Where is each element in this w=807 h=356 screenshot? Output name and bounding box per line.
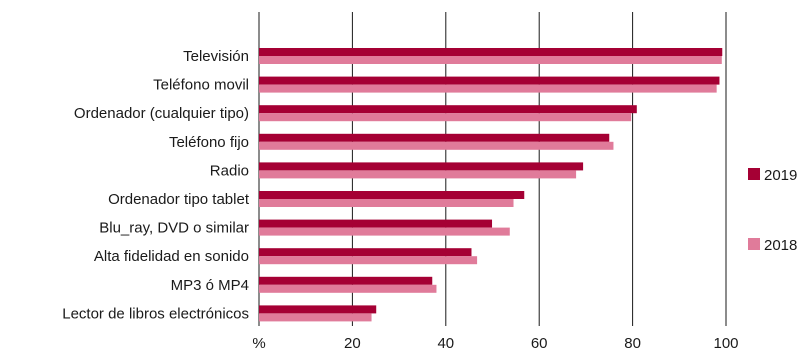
category-label: Ordenador tipo tablet	[108, 191, 250, 208]
category-label: Teléfono fijo	[169, 134, 249, 151]
bar-2019-telefono-movil	[259, 76, 720, 85]
legend-label-2018: 2018	[764, 237, 797, 254]
x-tick-label: 60	[531, 335, 548, 352]
bar-2018-telefono-movil	[259, 84, 717, 93]
category-label: Blu_ray, DVD o similar	[99, 220, 249, 237]
category-label: Radio	[210, 162, 249, 179]
bar-2019-radio	[259, 162, 584, 171]
bar-2019-mp3-o-mp4	[259, 276, 433, 285]
x-tick-label: 80	[624, 335, 641, 352]
bar-2018-ordenador-cualquier-tipo	[259, 113, 632, 122]
bar-2018-television	[259, 56, 722, 64]
bar-2019-ordenador-cualquier-tipo	[259, 105, 637, 114]
legend-swatch-2019	[748, 168, 760, 180]
bar-2018-alta-fidelidad-en-sonido	[259, 256, 478, 265]
category-label: MP3 ó MP4	[171, 277, 249, 294]
bar-2019-ordenador-tipo-tablet	[259, 191, 525, 199]
category-label: Ordenador (cualquier tipo)	[74, 105, 249, 122]
category-label: Alta fidelidad en sonido	[94, 248, 249, 265]
category-label: Teléfono movil	[153, 77, 249, 94]
legend: 2019 2018	[748, 167, 797, 254]
bar-2018-lector-de-libros-electronicos	[259, 313, 372, 322]
x-tick-label: 100	[713, 335, 738, 352]
x-axis-tick-labels: % 20 40 60 80 100	[252, 335, 738, 352]
x-tick-label: 40	[437, 335, 454, 352]
category-label: Televisión	[183, 48, 249, 65]
x-tick-label: 20	[344, 335, 361, 352]
bar-2019-television	[259, 48, 723, 56]
bar-2018-mp3-o-mp4	[259, 284, 437, 293]
bar-2019-telefono-fijo	[259, 133, 610, 142]
bars	[259, 48, 723, 322]
legend-label-2019: 2019	[764, 167, 797, 184]
bar-2018-blu-ray-dvd-o-similar	[259, 227, 510, 236]
category-label: Lector de libros electrónicos	[62, 305, 249, 322]
category-labels: Televisión Teléfono movil Ordenador (cualq…	[62, 48, 250, 322]
bar-2018-telefono-fijo	[259, 141, 614, 150]
bar-2018-radio	[259, 170, 577, 179]
x-tick-label: %	[252, 335, 265, 352]
bar-2019-blu-ray-dvd-o-similar	[259, 219, 493, 228]
bar-2019-lector-de-libros-electronicos	[259, 305, 377, 314]
bar-2019-alta-fidelidad-en-sonido	[259, 248, 472, 257]
legend-swatch-2018	[748, 238, 760, 250]
bar-2018-ordenador-tipo-tablet	[259, 199, 514, 207]
